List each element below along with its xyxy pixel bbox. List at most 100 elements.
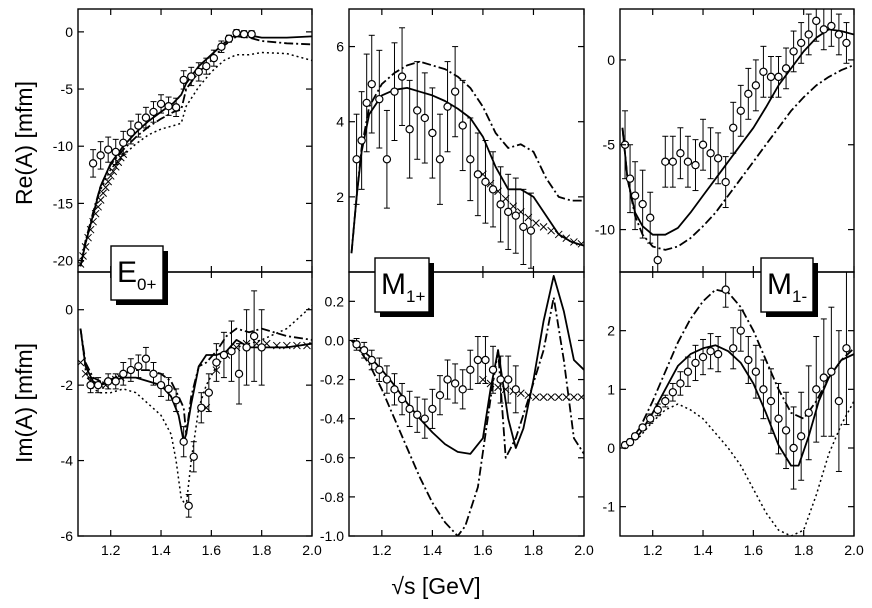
- data-point: [625, 437, 635, 447]
- data-point: [194, 67, 203, 77]
- x-tick-label: 2.0: [302, 542, 322, 558]
- data-point: [751, 81, 761, 90]
- label-box-3: M1-: [760, 257, 818, 317]
- y-tick-label: 1: [607, 381, 615, 397]
- y-tick-label: -10: [53, 138, 73, 154]
- cross-marker: [104, 177, 113, 186]
- data-point: [450, 379, 460, 388]
- panel-5: -1.0 -0.8 -0.6 -0.4 -0.2 0.0 0.2 1.2 1.4 1.6 1.8 2.…: [320, 271, 594, 558]
- y-tick-label: -0.2: [320, 372, 344, 388]
- data-point: [812, 385, 821, 394]
- data-point: [204, 388, 214, 397]
- y-tick-label: -0.4: [320, 411, 344, 427]
- data-point: [774, 72, 783, 82]
- data-point: [224, 34, 234, 43]
- data-point: [698, 140, 708, 149]
- data-point: [766, 396, 776, 406]
- data-point: [435, 155, 445, 164]
- y-tick-label: -0.8: [320, 489, 344, 505]
- data-point: [804, 30, 813, 39]
- cross-marker: [79, 252, 87, 260]
- data-point: [209, 53, 219, 63]
- data-point: [796, 432, 806, 441]
- data-point: [683, 157, 693, 166]
- data-point: [217, 42, 226, 51]
- cross-marker: [106, 172, 115, 180]
- data-point: [804, 408, 813, 417]
- data-point: [375, 365, 384, 374]
- data-point: [774, 414, 783, 423]
- cross-marker: [86, 225, 95, 234]
- data-point: [744, 355, 753, 365]
- x-tick-label: 2.0: [844, 542, 864, 558]
- cross-marker: [282, 341, 291, 350]
- data-point: [744, 89, 753, 99]
- data-point: [249, 331, 259, 341]
- data-point: [413, 410, 422, 419]
- cross-marker: [554, 393, 563, 402]
- data-point: [466, 155, 475, 164]
- data-point: [428, 128, 437, 138]
- data-point: [179, 75, 188, 85]
- cross-marker: [84, 233, 92, 242]
- data-point: [103, 145, 113, 154]
- panel-3: -10 -5 0: [595, 8, 855, 273]
- cross-marker: [293, 341, 301, 350]
- y-tick-label: 0: [65, 302, 73, 318]
- amplitude-labels: E0+ M1+ M1-: [110, 245, 818, 317]
- data-point: [661, 396, 670, 406]
- data-point: [149, 369, 158, 379]
- data-point: [759, 385, 768, 394]
- data-point: [212, 358, 221, 367]
- data-point: [691, 160, 700, 170]
- data-point: [227, 347, 236, 356]
- cross-marker: [562, 393, 571, 402]
- y-axis-label-imaginary: Im(A) [mfm]: [11, 343, 37, 463]
- data-point: [420, 414, 430, 423]
- y-tick-label: -1: [603, 499, 616, 515]
- data-point: [488, 185, 498, 194]
- data-point: [638, 423, 647, 432]
- data-point: [827, 367, 836, 376]
- plot-area: [78, 290, 312, 518]
- data-point: [88, 159, 98, 168]
- cross-marker: [532, 219, 540, 228]
- y-tick-label: 4: [336, 114, 344, 130]
- panel-frame: [77, 8, 313, 273]
- data-point: [713, 349, 723, 359]
- data-point: [171, 103, 181, 112]
- data-point: [819, 25, 829, 34]
- data-point: [234, 369, 244, 379]
- data-point: [197, 403, 206, 412]
- data-point: [367, 79, 376, 89]
- label-frame: [760, 257, 814, 313]
- data-point: [842, 344, 851, 353]
- data-point: [141, 113, 151, 122]
- x-tick-label: 1.6: [202, 542, 222, 558]
- data-point: [481, 355, 490, 365]
- data-point: [435, 391, 445, 400]
- data-point: [668, 157, 678, 166]
- data-point: [526, 226, 536, 235]
- cross-marker: [539, 223, 548, 231]
- data-point: [766, 72, 776, 82]
- x-tick-label: 1.2: [643, 542, 663, 558]
- series-solid-line: [350, 87, 584, 254]
- data-point: [239, 29, 249, 39]
- data-point: [676, 149, 685, 158]
- plot-area: [620, 272, 854, 536]
- cross-marker: [272, 341, 281, 350]
- panel-4: -6 -4 -2 0 1.2 1.4 1.6 1.8 2.0: [61, 271, 322, 558]
- data-point: [443, 375, 452, 384]
- cross-marker: [303, 341, 311, 350]
- y-tick-label: 6: [336, 39, 344, 55]
- data-point: [362, 98, 371, 108]
- label-box-2: M1+: [374, 257, 434, 317]
- x-tick-label: 1.2: [101, 542, 121, 558]
- y-tick-label: -0.6: [320, 450, 344, 466]
- data-point: [496, 200, 505, 209]
- y-tick-label: -4: [61, 453, 74, 469]
- data-point: [219, 350, 229, 360]
- data-point: [359, 346, 369, 355]
- panel-frame: [348, 271, 585, 537]
